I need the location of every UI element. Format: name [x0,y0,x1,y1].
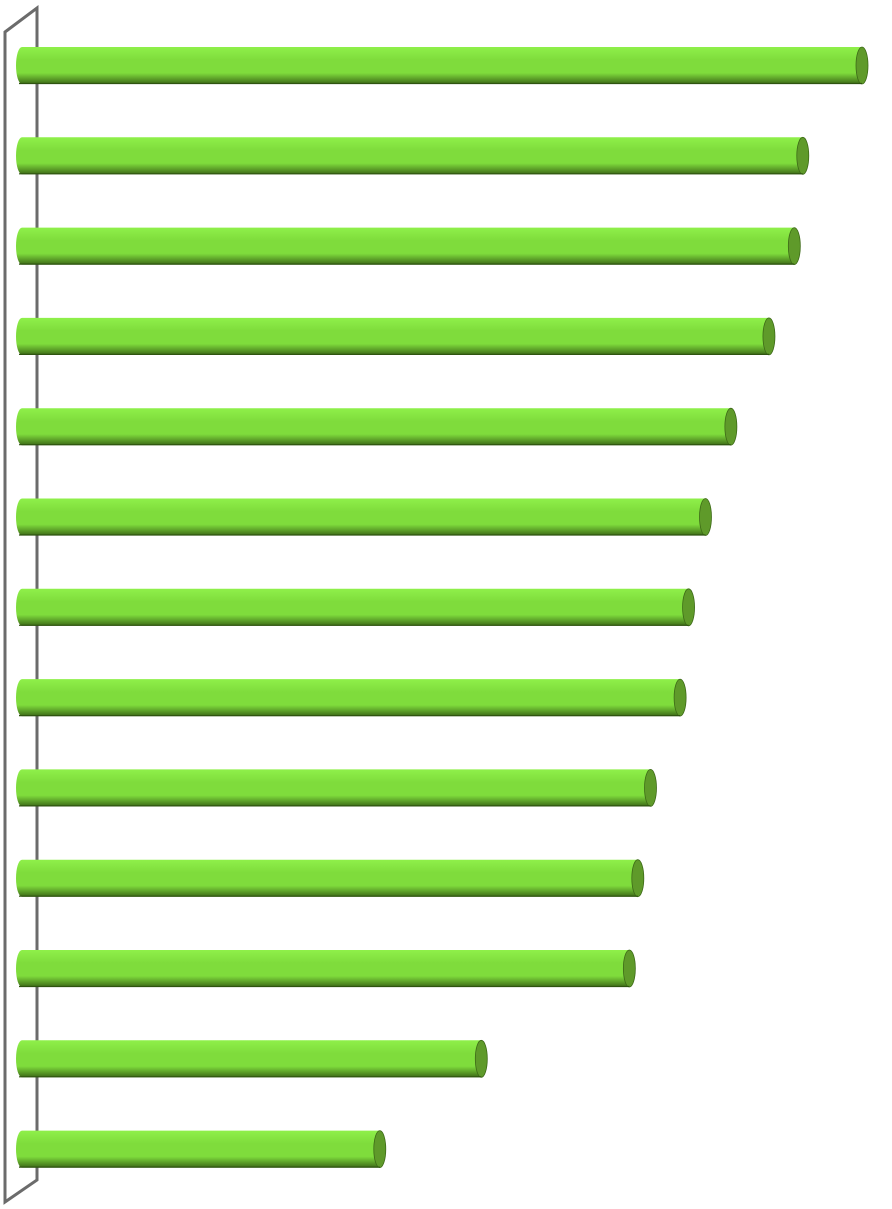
bar-body [16,679,681,717]
bar [16,317,776,356]
bar [16,1130,387,1168]
bar-end-cap [673,678,687,717]
bar [16,859,645,898]
bar-body [16,1040,482,1078]
bar-end-cap [724,407,738,446]
bar-body [16,317,769,355]
bar [16,769,657,807]
bar [16,678,687,717]
bar-body [16,47,862,84]
bar-body [16,498,706,536]
bar-end-cap [762,317,776,356]
bar [16,136,810,175]
bar-body [16,408,731,446]
bar-body [16,950,630,987]
bar-body [16,137,803,175]
bar-body [16,588,689,626]
bar-body [16,859,638,897]
bars-group [16,46,869,1168]
bar-end-cap [787,227,801,266]
bar-end-cap [682,588,695,627]
bar-body [16,1130,380,1168]
bar [16,407,738,446]
bar-body [16,769,651,807]
bar-end-cap [622,949,636,988]
bar [16,46,869,85]
bar [16,1039,488,1078]
bar-end-cap [631,859,645,898]
bar-end-cap [699,498,712,536]
bar [16,498,712,536]
bar [16,588,695,627]
bar-end-cap [373,1130,387,1168]
bar-end-cap [796,136,810,175]
bar-end-cap [644,769,657,807]
bar-end-cap [855,46,869,85]
bar [16,949,636,988]
axis-wall-outline [3,5,39,1205]
axis-wall [3,5,39,1205]
bar [16,227,801,266]
bar-end-cap [474,1039,488,1078]
bar-body [16,227,795,265]
